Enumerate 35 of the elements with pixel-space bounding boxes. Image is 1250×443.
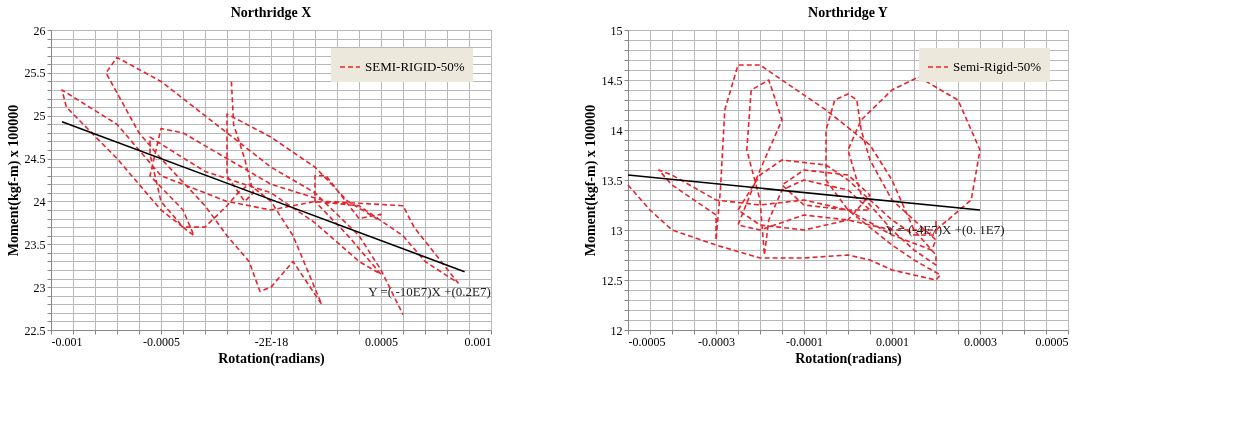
x-tick-label: 0.0005 — [365, 334, 398, 349]
y-tick-label: 14 — [610, 123, 623, 138]
chart-title: Northridge Y — [808, 5, 888, 20]
y-tick-label: 24.5 — [24, 152, 46, 167]
x-tick-label: 0.0003 — [964, 334, 997, 349]
y-tick-label: 13 — [610, 223, 623, 238]
x-tick-label: -0.001 — [51, 334, 83, 349]
y-tick-label: 24 — [33, 194, 46, 209]
x-tick-label: -0.0003 — [698, 334, 735, 349]
annotation: Y =( -10E7)X +(0.2E7) — [368, 283, 491, 299]
x-axis-title: Rotation(radians) — [218, 350, 326, 367]
x-axis-title: Rotation(radians) — [795, 350, 903, 367]
x-tick-label: -2E-18 — [254, 334, 289, 349]
x-tick-label: 0.001 — [464, 334, 492, 349]
chart-title: Northridge X — [230, 5, 312, 20]
y-tick-label: 12 — [610, 323, 623, 338]
y-tick-label: 12.5 — [601, 273, 623, 288]
y-axis-title: Moment(kgf-m) x 100000 — [5, 104, 22, 257]
y-tick-label: 15 — [610, 23, 623, 38]
x-tick-label: 0.0005 — [1035, 334, 1069, 349]
legend-label: SEMI-RIGID-50% — [365, 59, 465, 74]
y-tick-label: 25 — [33, 109, 46, 124]
y-axis-title: Moment(kgf-m) x 100000 — [582, 104, 599, 257]
y-tick-label: 23.5 — [24, 237, 46, 252]
y-tick-label: 26 — [33, 23, 46, 38]
y-tick-label: 23 — [33, 280, 46, 295]
legend-label: Semi-Rigid-50% — [953, 59, 1042, 74]
y-tick-label: 22.5 — [24, 323, 46, 338]
y-tick-label: 25.5 — [24, 66, 46, 81]
y-tick-label: 14.5 — [601, 73, 623, 88]
x-tick-label: -0.0005 — [628, 334, 666, 349]
y-tick-label: 13.5 — [601, 173, 623, 188]
x-tick-label: 0.0001 — [876, 334, 909, 349]
x-tick-label: -0.0005 — [143, 334, 180, 349]
x-tick-label: -0.0001 — [786, 334, 823, 349]
